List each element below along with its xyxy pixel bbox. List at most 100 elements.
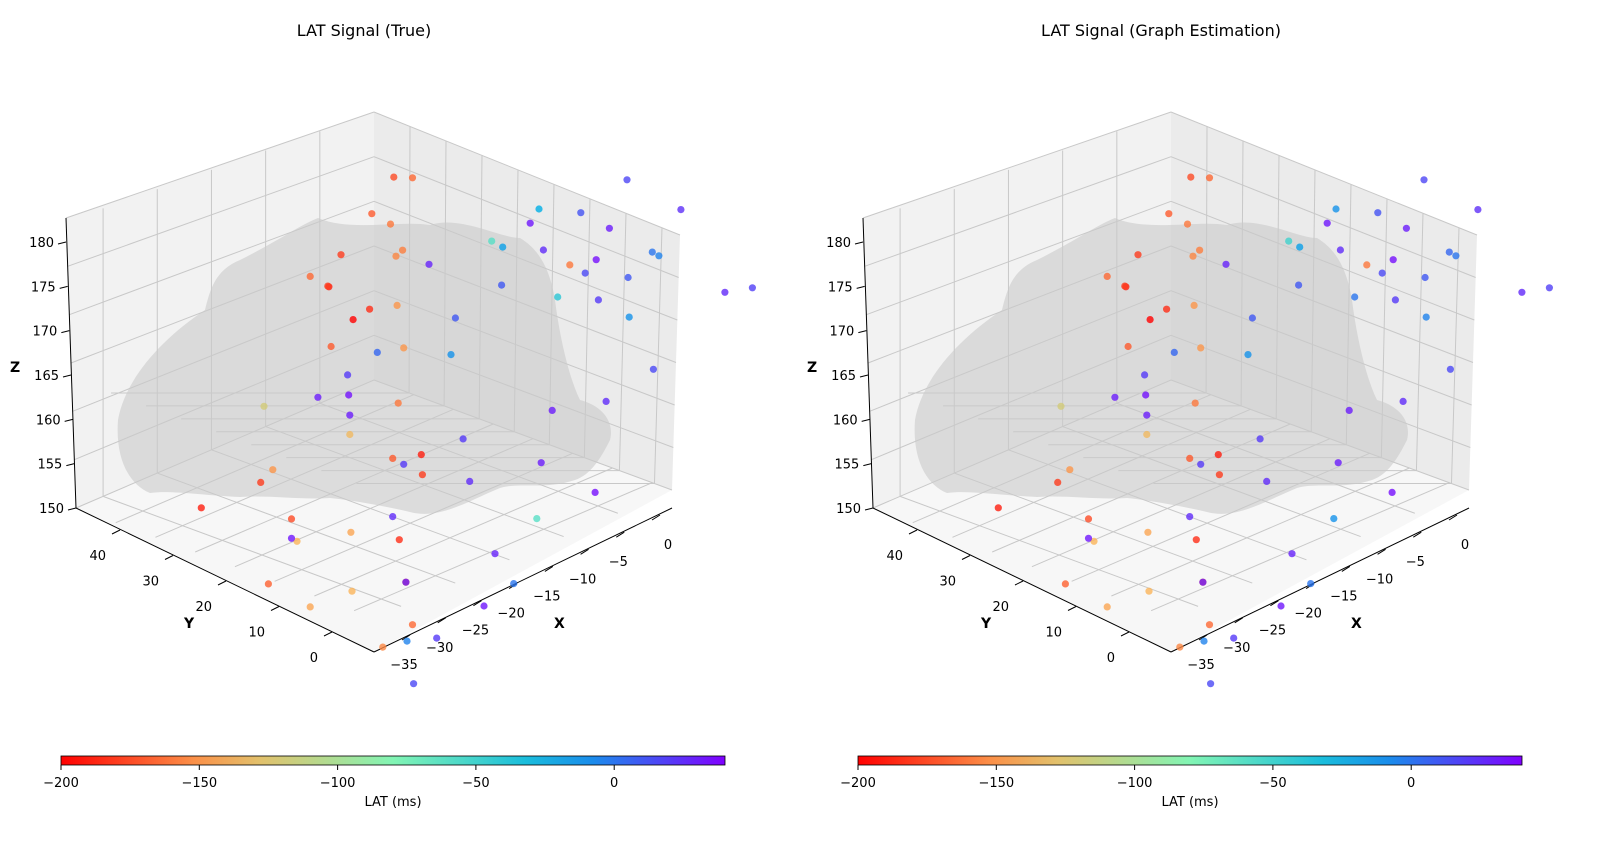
lat-point bbox=[1183, 220, 1192, 228]
lat-point bbox=[1199, 578, 1207, 586]
lat-point bbox=[577, 209, 585, 217]
z-tick-mark bbox=[859, 374, 869, 378]
lat-point bbox=[1205, 621, 1214, 629]
lat-point bbox=[1374, 209, 1382, 217]
lat-point bbox=[1121, 282, 1129, 290]
lat-point bbox=[257, 478, 265, 486]
chart-title: LAT Signal (True) bbox=[297, 21, 432, 40]
lat-point bbox=[418, 471, 426, 479]
lat-point bbox=[1084, 534, 1093, 542]
lat-point bbox=[399, 246, 407, 254]
lat-point bbox=[1214, 451, 1222, 459]
lat-point bbox=[648, 248, 656, 256]
lat-point bbox=[649, 365, 658, 373]
x-tick-label: −30 bbox=[1223, 641, 1250, 656]
lat-point bbox=[1222, 260, 1230, 268]
lat-point bbox=[1545, 284, 1553, 292]
lat-point bbox=[1332, 205, 1340, 213]
z-tick-mark bbox=[57, 241, 67, 245]
colorbar-label: LAT (ms) bbox=[364, 795, 421, 810]
z-tick-label: 180 bbox=[29, 236, 54, 251]
colorbar bbox=[857, 755, 1523, 766]
lat-point bbox=[260, 402, 268, 410]
lat-point bbox=[591, 488, 599, 496]
lat-point bbox=[1066, 466, 1074, 474]
z-tick-label: 165 bbox=[34, 369, 59, 384]
lat-point bbox=[624, 273, 632, 282]
z-tick-label: 150 bbox=[39, 502, 64, 517]
z-tick-label: 150 bbox=[836, 502, 861, 517]
lat-point bbox=[602, 397, 610, 405]
lat-point bbox=[721, 288, 729, 296]
lat-point bbox=[337, 251, 345, 259]
x-tick-mark bbox=[401, 634, 411, 641]
y-tick-mark bbox=[961, 555, 971, 560]
x-tick-mark bbox=[1413, 531, 1422, 538]
lat-point bbox=[554, 293, 562, 301]
lat-point bbox=[1330, 515, 1338, 523]
lat-point bbox=[537, 459, 545, 467]
lat-point bbox=[1186, 513, 1194, 521]
lat-point bbox=[349, 316, 357, 324]
lat-point bbox=[373, 348, 381, 356]
axis-lines bbox=[862, 217, 1470, 653]
lat-point bbox=[1263, 477, 1271, 485]
lat-point bbox=[1145, 587, 1153, 595]
colorbar-tick-label: −100 bbox=[1117, 776, 1153, 791]
lat-point bbox=[1176, 643, 1184, 651]
y-axis-label: Y bbox=[980, 616, 992, 632]
lat-point bbox=[1446, 365, 1454, 373]
lat-point bbox=[1452, 252, 1460, 260]
lat-point bbox=[466, 477, 474, 485]
x-tick-label: −5 bbox=[1406, 555, 1425, 570]
lat-point bbox=[1248, 314, 1256, 322]
y-tick-mark bbox=[164, 555, 174, 560]
y-tick-mark bbox=[908, 529, 918, 535]
z-tick-label: 170 bbox=[33, 325, 58, 340]
lat-point bbox=[1388, 488, 1396, 496]
axis-lines bbox=[65, 217, 673, 653]
y-tick-label: 10 bbox=[1045, 626, 1062, 641]
lat-point bbox=[1187, 173, 1195, 181]
colorbar-tick-label: −50 bbox=[462, 776, 489, 791]
lat-point bbox=[1197, 460, 1205, 468]
lat-point bbox=[1124, 342, 1132, 351]
lat-point bbox=[1207, 680, 1215, 688]
lat-point bbox=[1061, 580, 1069, 588]
lat-point bbox=[605, 224, 614, 232]
lat-point bbox=[402, 578, 410, 586]
z-tick-mark bbox=[861, 418, 870, 422]
lat-point bbox=[1143, 411, 1151, 419]
z-tick-mark bbox=[66, 463, 75, 467]
lat-point bbox=[392, 252, 400, 260]
lat-point bbox=[1389, 256, 1397, 264]
y-tick-mark bbox=[111, 529, 121, 535]
chart-panel-true: LAT Signal (True) 180 175 170 165 160 155 150 40… bbox=[10, 21, 757, 810]
colorbar-tick-label: −150 bbox=[181, 776, 217, 791]
z-tick-mark bbox=[67, 507, 77, 511]
lat-point bbox=[1143, 430, 1151, 439]
lat-point bbox=[395, 536, 403, 544]
points-layer bbox=[994, 173, 1553, 688]
lat-point bbox=[393, 301, 401, 309]
lat-point bbox=[451, 314, 459, 322]
x-tick-mark bbox=[544, 566, 554, 572]
x-tick-label: −35 bbox=[390, 658, 417, 673]
lat-point bbox=[1285, 237, 1293, 245]
lat-point bbox=[594, 296, 603, 304]
y-tick-label: 0 bbox=[310, 651, 318, 666]
x-tick-label: −35 bbox=[1187, 658, 1214, 673]
x-tick-mark bbox=[1377, 548, 1386, 555]
z-tick-label: 180 bbox=[826, 236, 851, 251]
x-tick-label: −20 bbox=[1294, 607, 1321, 622]
lat-point bbox=[389, 513, 397, 521]
x-tick-mark bbox=[651, 514, 661, 521]
colorbar-label: LAT (ms) bbox=[1161, 795, 1218, 810]
lat-point bbox=[394, 399, 402, 407]
x-tick-mark bbox=[1341, 566, 1351, 572]
z-tick-label: 155 bbox=[835, 458, 860, 473]
lat-point bbox=[1090, 537, 1098, 545]
lat-point bbox=[994, 504, 1002, 512]
lat-point bbox=[1146, 316, 1154, 324]
lat-point bbox=[1215, 471, 1223, 479]
